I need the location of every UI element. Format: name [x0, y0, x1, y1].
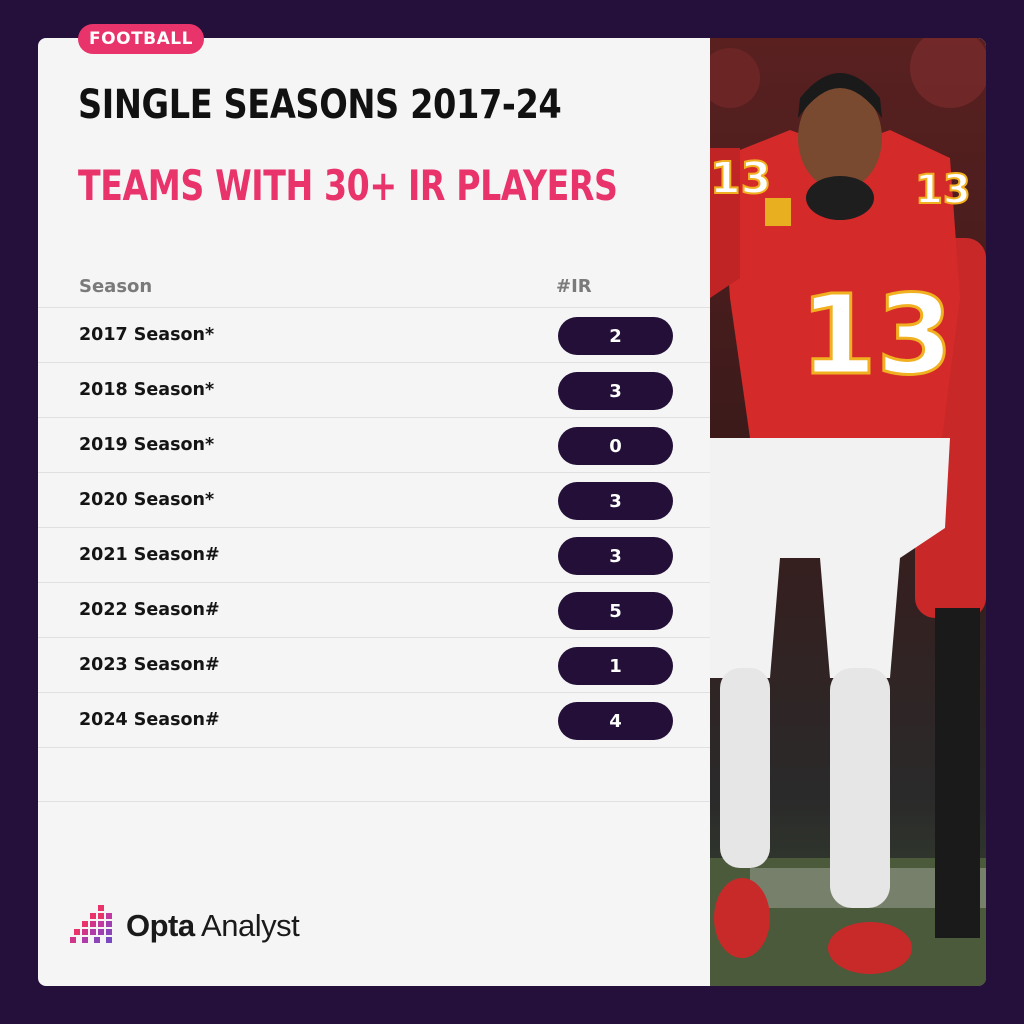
- ir-count-pill: 4: [558, 702, 673, 740]
- opta-analyst-logo: Opta Analyst: [70, 905, 300, 947]
- svg-text:13: 13: [800, 271, 953, 399]
- season-label: 2022 Season#: [79, 600, 220, 620]
- season-label: 2020 Season*: [79, 490, 215, 510]
- column-header-ir: #IR: [556, 276, 592, 297]
- ir-count-pill: 0: [558, 427, 673, 465]
- svg-text:13: 13: [915, 167, 971, 213]
- ir-table: 2017 Season* 2 2018 Season* 3 2019 Seaso…: [38, 307, 710, 802]
- table-row: 2020 Season* 3: [38, 472, 710, 527]
- ir-count-pill: 3: [558, 372, 673, 410]
- table-row: 2017 Season* 2: [38, 307, 710, 362]
- season-label: 2021 Season#: [79, 545, 220, 565]
- column-header-season: Season: [79, 276, 153, 297]
- table-row: 2019 Season* 0: [38, 417, 710, 472]
- table-row: 2022 Season# 5: [38, 582, 710, 637]
- category-tag: FOOTBALL: [78, 24, 204, 54]
- logo-word-light: Analyst: [201, 908, 300, 943]
- ir-count-pill: 1: [558, 647, 673, 685]
- logo-wordmark: Opta Analyst: [126, 908, 300, 944]
- season-label: 2024 Season#: [79, 710, 220, 730]
- ir-count-pill: 3: [558, 537, 673, 575]
- chart-title: SINGLE SEASONS 2017-24: [78, 82, 562, 128]
- season-label: 2018 Season*: [79, 380, 215, 400]
- opta-logo-icon: [70, 905, 112, 943]
- table-row-empty: [38, 747, 710, 802]
- svg-text:13: 13: [710, 153, 771, 204]
- player-photo: 13 13 13: [710, 38, 986, 986]
- table-row: 2021 Season# 3: [38, 527, 710, 582]
- logo-word-bold: Opta: [126, 908, 195, 943]
- table-row: 2024 Season# 4: [38, 692, 710, 747]
- chart-subtitle: TEAMS WITH 30+ IR PLAYERS: [78, 161, 618, 210]
- season-label: 2019 Season*: [79, 435, 215, 455]
- ir-count-pill: 3: [558, 482, 673, 520]
- ir-count-pill: 2: [558, 317, 673, 355]
- table-row: 2018 Season* 3: [38, 362, 710, 417]
- table-row: 2023 Season# 1: [38, 637, 710, 692]
- season-label: 2017 Season*: [79, 325, 215, 345]
- ir-count-pill: 5: [558, 592, 673, 630]
- season-label: 2023 Season#: [79, 655, 220, 675]
- player-illustration: 13 13 13: [710, 38, 986, 986]
